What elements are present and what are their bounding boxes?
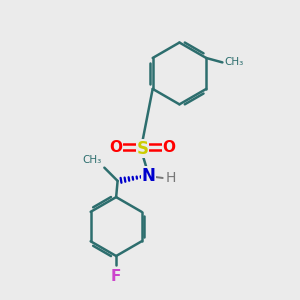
Text: O: O (110, 140, 123, 154)
Text: H: H (166, 171, 176, 185)
Text: N: N (142, 167, 155, 184)
Text: O: O (163, 140, 176, 154)
Text: CH₃: CH₃ (83, 155, 102, 165)
Text: CH₃: CH₃ (225, 57, 244, 68)
Text: S: S (136, 140, 148, 158)
Text: F: F (111, 269, 121, 284)
